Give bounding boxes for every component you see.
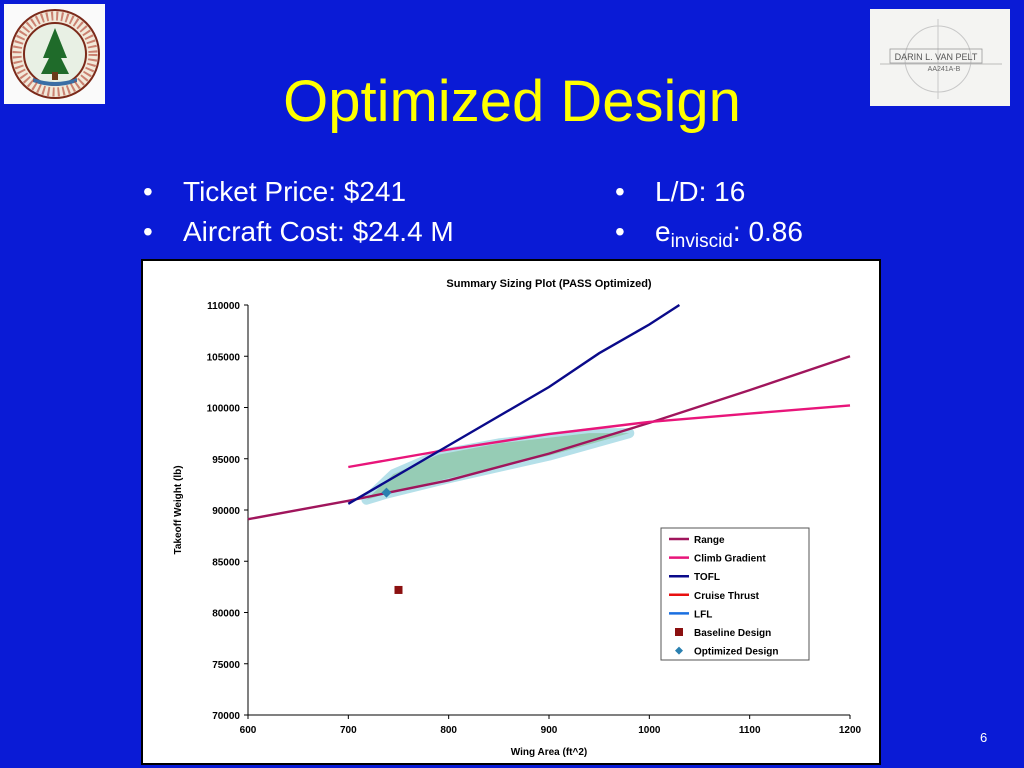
bullet-aircraft-cost: • Aircraft Cost: $24.4 M <box>143 216 454 247</box>
bullet-lift-drag: • L/D: 16 <box>615 176 746 207</box>
point-optimized-design <box>381 487 392 498</box>
x-tick-label: 1000 <box>638 725 661 736</box>
legend-label: Range <box>694 535 725 546</box>
chart-title: Summary Sizing Plot (PASS Optimized) <box>446 278 651 290</box>
bullet-subscript: inviscid <box>670 231 733 252</box>
bullet-ticket-price: • Ticket Price: $241 <box>143 176 407 207</box>
bullet-oswald-efficiency: • einviscid: 0.86 <box>615 216 803 252</box>
y-tick-label: 70000 <box>212 711 240 722</box>
bullet-text: Aircraft Cost: $24.4 M <box>183 216 454 247</box>
x-axis-label: Wing Area (ft^2) <box>511 747 588 758</box>
legend-label: Climb Gradient <box>694 554 766 565</box>
y-tick-label: 100000 <box>207 404 241 415</box>
bullet-list-right: • L/D: 16 • einviscid: 0.86 <box>615 172 803 262</box>
y-tick-label: 95000 <box>212 455 240 466</box>
legend-label: Optimized Design <box>694 647 778 658</box>
slide-number: 6 <box>980 730 988 745</box>
svg-text:DARIN L. VAN PELT: DARIN L. VAN PELT <box>895 52 978 62</box>
y-tick-label: 90000 <box>212 506 240 517</box>
y-tick-label: 110000 <box>207 301 240 312</box>
series-line-tofl <box>347 303 681 505</box>
signature-logo: DARIN L. VAN PELT AA241A-B <box>870 9 1010 106</box>
x-tick-label: 1200 <box>839 725 862 736</box>
legend-swatch <box>675 628 683 636</box>
bullet-text: Ticket Price: $241 <box>183 176 407 207</box>
legend-label: Cruise Thrust <box>694 591 760 602</box>
legend-label: LFL <box>694 609 712 620</box>
x-tick-label: 600 <box>240 725 257 736</box>
point-baseline-design <box>394 585 403 594</box>
slide-title: Optimized Design <box>283 69 741 134</box>
university-seal-logo <box>4 4 105 104</box>
bullet-text: L/D: 16 <box>655 176 746 207</box>
legend-swatch <box>675 646 683 655</box>
legend-label: Baseline Design <box>694 628 771 639</box>
svg-text:AA241A-B: AA241A-B <box>928 66 961 73</box>
y-tick-label: 105000 <box>207 352 241 363</box>
series-line-range <box>247 355 851 521</box>
bullet-prefix: e <box>655 216 671 247</box>
x-tick-label: 1100 <box>739 725 761 736</box>
y-tick-label: 80000 <box>212 609 240 620</box>
sizing-plot-chart: Summary Sizing Plot (PASS Optimized) 7000… <box>173 278 862 758</box>
seal-icon <box>9 9 100 99</box>
sizing-plot-frame: Summary Sizing Plot (PASS Optimized) 7000… <box>141 259 881 765</box>
series-line-climb-gradient <box>348 404 851 469</box>
x-tick-label: 900 <box>541 725 558 736</box>
y-tick-label: 75000 <box>212 660 240 671</box>
y-axis-label: Takeoff Weight (lb) <box>173 465 184 554</box>
crosshair-signature-icon: DARIN L. VAN PELT AA241A-B <box>880 19 1002 99</box>
legend-box <box>660 527 810 661</box>
x-tick-label: 700 <box>340 725 357 736</box>
x-tick-label: 800 <box>440 725 457 736</box>
y-tick-label: 85000 <box>212 557 240 568</box>
legend-label: TOFL <box>694 572 720 583</box>
bullet-suffix: : 0.86 <box>732 216 803 247</box>
bullet-list-left: • Ticket Price: $241 • Aircraft Cost: $24.… <box>143 172 454 252</box>
